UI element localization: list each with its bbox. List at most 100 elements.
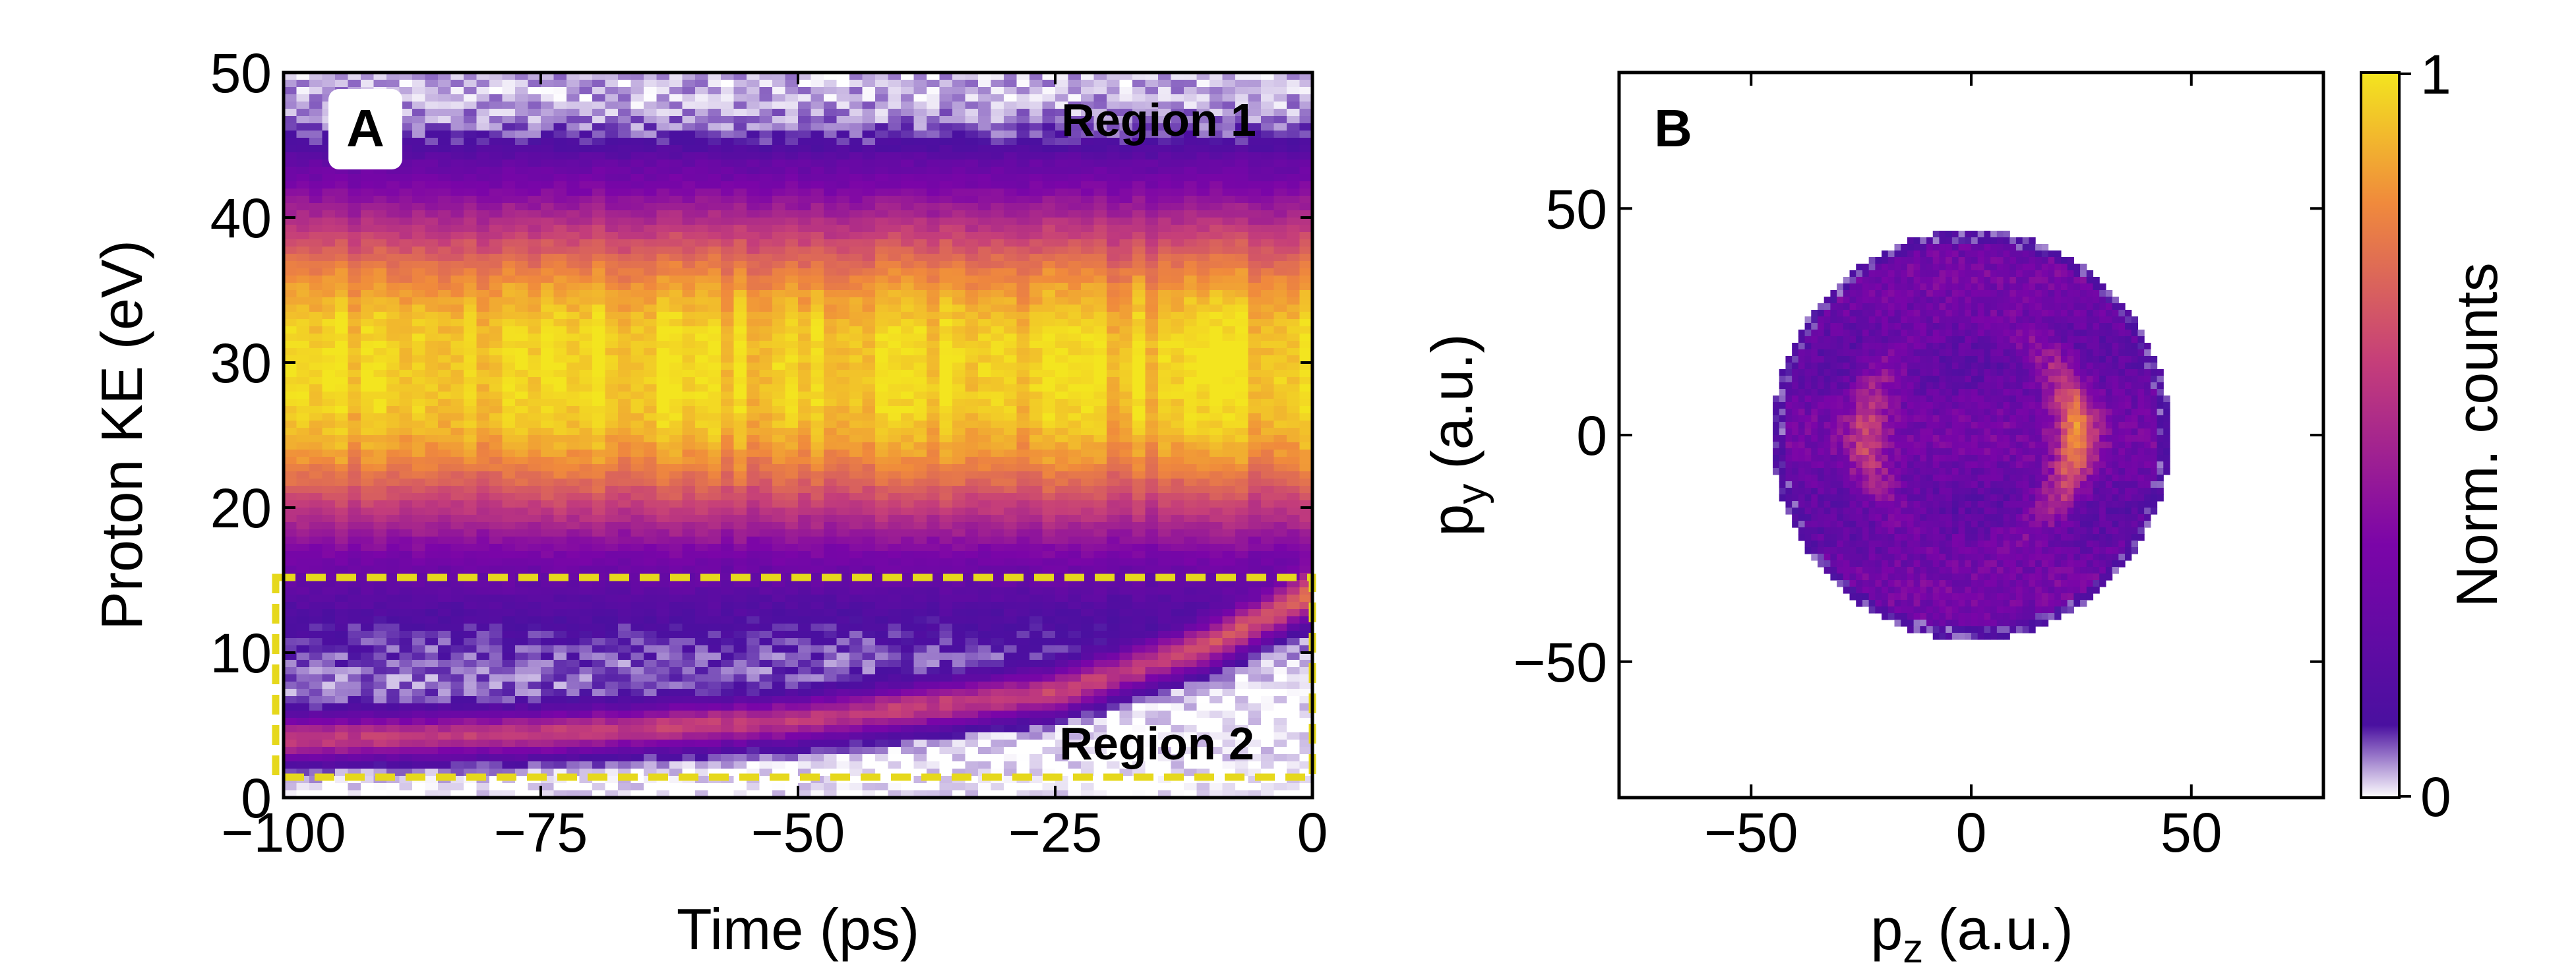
heatmap-cell: [630, 138, 644, 146]
heatmap-cell: [502, 268, 516, 276]
heatmap-cell: [875, 131, 889, 138]
heatmap-cell: [541, 247, 555, 254]
heatmap-cell: [759, 428, 773, 436]
heatmap-cell: [695, 544, 709, 552]
heatmap-cell: [386, 761, 400, 769]
heatmap-cell: [386, 413, 400, 421]
heatmap-cell: [464, 457, 477, 465]
heatmap-cell: [438, 363, 452, 370]
heatmap-cell: [489, 667, 503, 675]
heatmap-cell: [502, 602, 516, 610]
heatmap-cell: [592, 254, 606, 262]
heatmap-cell: [656, 732, 670, 740]
heatmap-cell: [747, 305, 760, 312]
heatmap-cell: [592, 486, 606, 494]
heatmap-cell: [309, 167, 323, 175]
heatmap-cell: [309, 544, 323, 552]
heatmap-cell: [862, 94, 876, 102]
heatmap-cell: [682, 689, 696, 697]
heatmap-cell: [721, 464, 735, 472]
heatmap-cell: [528, 711, 541, 719]
heatmap-cell: [888, 508, 902, 515]
heatmap-cell: [425, 355, 439, 363]
heatmap-cell: [476, 283, 490, 291]
heatmap-cell: [811, 334, 824, 341]
heatmap-cell: [656, 435, 670, 443]
heatmap-cell: [798, 218, 812, 225]
heatmap-cell: [605, 558, 619, 566]
heatmap-cell: [682, 421, 696, 428]
heatmap-cell: [399, 580, 413, 588]
heatmap-cell: [656, 189, 670, 196]
heatmap-cell: [733, 537, 747, 544]
heatmap-cell: [849, 268, 863, 276]
heatmap-cell: [695, 790, 709, 798]
heatmap-cell: [553, 602, 567, 610]
heatmap-cell: [682, 653, 696, 661]
heatmap-cell: [322, 167, 336, 175]
heatmap-cell: [502, 486, 516, 494]
heatmap-cell: [695, 464, 709, 472]
heatmap-cell: [502, 160, 516, 167]
heatmap-cell: [284, 682, 297, 690]
heatmap-cell: [489, 689, 503, 697]
heatmap-cell: [592, 442, 606, 450]
heatmap-cell: [322, 341, 336, 349]
heatmap-cell: [528, 189, 541, 196]
heatmap-cell: [348, 493, 361, 501]
heatmap-cell: [708, 218, 721, 225]
heatmap-cell: [888, 421, 902, 428]
heatmap-cell: [309, 587, 323, 595]
heatmap-cell: [528, 696, 541, 704]
heatmap-cell: [798, 319, 812, 327]
heatmap-cell: [438, 754, 452, 762]
heatmap-cell: [528, 174, 541, 182]
heatmap-cell: [747, 421, 760, 428]
heatmap-cell: [399, 566, 413, 573]
heatmap-cell: [759, 558, 773, 566]
heatmap-cell: [798, 413, 812, 421]
heatmap-cell: [747, 196, 760, 204]
heatmap-cell: [373, 174, 387, 182]
heatmap-cell: [836, 254, 850, 262]
heatmap-cell: [836, 261, 850, 269]
heatmap-cell: [412, 341, 426, 349]
heatmap-cell: [772, 747, 786, 755]
heatmap-cell: [708, 160, 721, 167]
heatmap-cell: [528, 732, 541, 740]
heatmap-cell: [733, 355, 747, 363]
heatmap-cell: [888, 268, 902, 276]
heatmap-cell: [476, 319, 490, 327]
heatmap-cell: [605, 225, 619, 233]
heatmap-cell: [567, 696, 580, 704]
heatmap-cell: [284, 566, 297, 573]
heatmap-cell: [567, 689, 580, 697]
heatmap-cell: [669, 529, 683, 537]
heatmap-cell: [284, 73, 297, 80]
heatmap-cell: [888, 109, 902, 117]
heatmap-cell: [862, 674, 876, 682]
heatmap-cell: [669, 464, 683, 472]
heatmap-cell: [348, 457, 361, 465]
heatmap-cell: [811, 109, 824, 117]
heatmap-cell: [901, 123, 915, 131]
heatmap-cell: [450, 703, 464, 711]
heatmap-cell: [644, 740, 658, 748]
heatmap-cell: [579, 587, 593, 595]
heatmap-cell: [592, 247, 606, 254]
heatmap-cell: [592, 595, 606, 602]
heatmap-cell: [515, 305, 529, 312]
heatmap-cell: [669, 87, 683, 95]
heatmap-cell: [733, 609, 747, 617]
heatmap-cell: [579, 123, 593, 131]
heatmap-cell: [747, 392, 760, 399]
heatmap-cell: [618, 479, 632, 486]
heatmap-cell: [284, 363, 297, 370]
heatmap-cell: [785, 479, 799, 486]
heatmap-cell: [682, 551, 696, 559]
heatmap-cell: [322, 667, 336, 675]
heatmap-cell: [811, 616, 824, 624]
heatmap-cell: [669, 297, 683, 305]
heatmap-cell: [605, 689, 619, 697]
heatmap-cell: [695, 725, 709, 733]
